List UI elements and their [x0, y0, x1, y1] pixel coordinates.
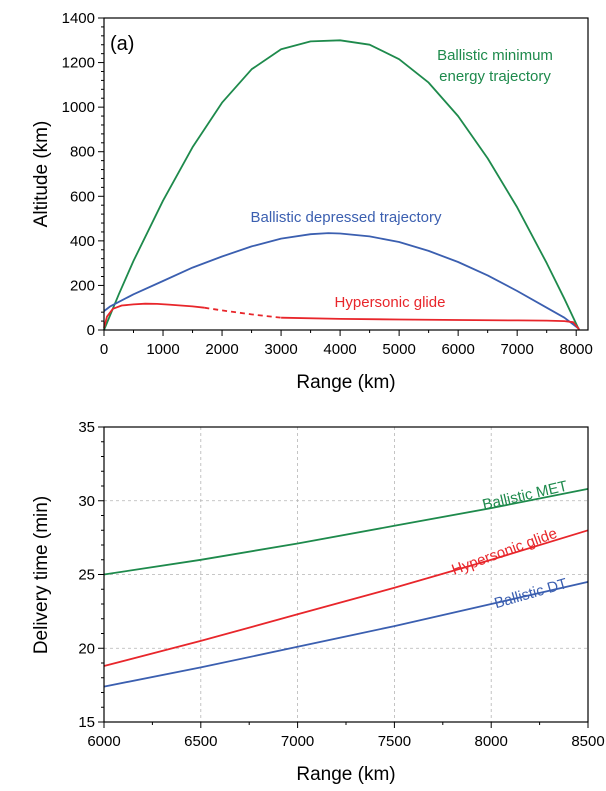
series-label-ballistic-depressed-trajectory: Ballistic depressed trajectory: [251, 209, 442, 226]
x-tick-label: 5000: [382, 341, 415, 358]
y-tick-label: 200: [70, 277, 95, 294]
y-tick-label: 35: [78, 419, 95, 436]
panel-b-x-axis-label: Range (km): [296, 764, 395, 785]
y-tick-label: 800: [70, 144, 95, 161]
series-label-hypersonic-glide: Hypersonic glide: [335, 294, 446, 311]
x-tick-label: 8000: [560, 341, 593, 358]
panel-b-x-ticks: 6000 6500 7000 7500 8000 8500: [87, 722, 605, 750]
y-tick-label: 20: [78, 640, 95, 657]
series-label-line: Hypersonic glide: [335, 294, 446, 311]
y-tick-label: 1200: [62, 55, 95, 72]
panel-a-x-axis-label: Range (km): [296, 372, 395, 393]
series-label-line: Ballistic minimum: [437, 47, 553, 64]
x-tick-label: 6000: [441, 341, 474, 358]
series-label-ballistic-met: Ballistic MET: [481, 478, 569, 514]
x-tick-label: 8500: [571, 733, 604, 750]
x-tick-label: 8000: [475, 733, 508, 750]
panel-a-x-ticks: 0 1000 2000 3000 4000 5000 6000 7000 8000: [100, 330, 593, 358]
x-tick-label: 1000: [146, 341, 179, 358]
series-line-ballistic-minimum-energy-trajectory: [103, 39, 580, 331]
x-tick-label: 4000: [323, 341, 356, 358]
series-line-hypersonic-glide-dashed: [204, 306, 282, 319]
series-label-hypersonic-glide: Hypersonic glide: [449, 525, 559, 579]
panel-b-y-axis-label: Delivery time (min): [31, 496, 52, 654]
panel-a-y-axis-label: Altitude (km): [31, 121, 52, 228]
panel-a-y-ticks: 0 200 400 600 800 1000 1200 1400: [62, 10, 104, 339]
panel-b-series: [103, 488, 589, 688]
x-tick-label: 7000: [500, 341, 533, 358]
x-tick-label: 2000: [205, 341, 238, 358]
y-tick-label: 0: [87, 322, 95, 339]
series-line-ballistic-depressed-trajectory: [103, 232, 580, 330]
x-tick-label: 3000: [264, 341, 297, 358]
panel-a-plot-frame: [103, 17, 589, 331]
series-line-hypersonic-glide: [103, 302, 205, 329]
y-tick-label: 1400: [62, 10, 95, 27]
panel-b-grid: [104, 427, 588, 722]
panel-a-trajectory-chart: 0 1000 2000 3000 4000 5000 6000 7000 8000 0 200 40…: [31, 10, 593, 393]
series-label-ballistic-dt: Ballistic DT: [492, 575, 569, 612]
series-line-hypersonic-glide: [103, 529, 589, 667]
series-label-line: Ballistic depressed trajectory: [251, 209, 442, 226]
x-tick-label: 7000: [281, 733, 314, 750]
series-line-hypersonic-glide-tail: [281, 316, 580, 330]
y-tick-label: 600: [70, 188, 95, 205]
panel-b-y-ticks: 15 20 25 30 35: [78, 419, 104, 731]
y-tick-label: 30: [78, 493, 95, 510]
x-tick-label: 0: [100, 341, 108, 358]
y-tick-label: 400: [70, 233, 95, 250]
series-label-ballistic-minimum-energy-trajectory: Ballistic minimum energy trajectory: [437, 47, 553, 85]
series-line-ballistic-dt: [103, 581, 589, 688]
x-tick-label: 7500: [378, 733, 411, 750]
y-tick-label: 25: [78, 567, 95, 584]
y-tick-label: 1000: [62, 99, 95, 116]
panel-a-series: [103, 39, 580, 331]
series-label-line: energy trajectory: [439, 68, 551, 85]
panel-a-label: (a): [110, 33, 134, 55]
y-tick-label: 15: [78, 714, 95, 731]
panel-a-series-labels: Ballistic minimum energy trajectoryBallis…: [251, 47, 553, 311]
panel-b-delivery-time-chart: 6000 6500 7000 7500 8000 8500 15 20 25 30 35 Ball…: [31, 419, 605, 785]
series-line-ballistic-met: [103, 488, 589, 576]
x-tick-label: 6000: [87, 733, 120, 750]
x-tick-label: 6500: [184, 733, 217, 750]
